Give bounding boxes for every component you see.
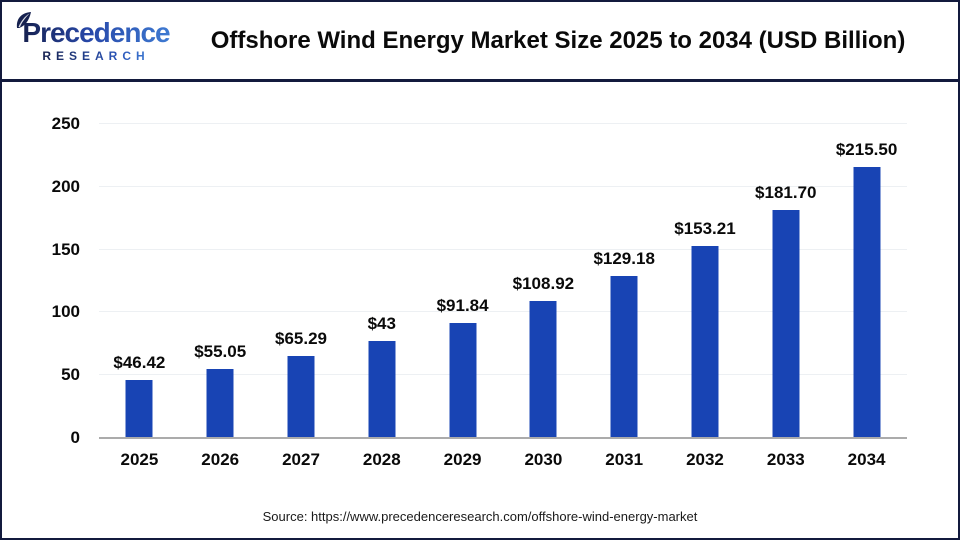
gridline [99, 374, 907, 376]
bar-2032 [691, 245, 719, 438]
bar-slot-2027: $65.29 [261, 124, 342, 438]
gridline [99, 311, 907, 313]
bar-slot-2031: $129.18 [584, 124, 665, 438]
bar-2031 [610, 275, 638, 438]
bar-value-label: $55.05 [194, 341, 247, 361]
bar-value-label: $46.42 [113, 352, 166, 372]
bar-slot-2025: $46.42 [99, 124, 180, 438]
x-tick-label-2033: 2033 [766, 450, 805, 469]
leaf-icon [16, 12, 32, 35]
chart-area: 0 50 100 150 200 250 $46.42 $55.05 $65.29 $43 $91… [2, 82, 958, 535]
x-axis: 2025 2026 2027 2028 2029 2030 2031 2032 2033 2034 [99, 450, 907, 470]
x-tick-label-2028: 2028 [362, 450, 401, 469]
bar-2033 [772, 209, 800, 438]
bar-value-label: $43 [367, 313, 396, 333]
gridline [99, 248, 907, 250]
bar-slot-2032: $153.21 [665, 124, 746, 438]
bar-value-label: $108.92 [512, 274, 575, 294]
x-tick-label-2031: 2031 [605, 450, 644, 469]
bar-value-label: $215.50 [835, 140, 898, 160]
plot-area: $46.42 $55.05 $65.29 $43 $91.84 $108.92 $129.1… [99, 123, 907, 439]
y-axis: 0 50 100 150 200 250 [2, 114, 80, 447]
x-axis-baseline [99, 437, 907, 439]
bar-slot-2033: $181.70 [745, 124, 826, 438]
gridline [99, 185, 907, 187]
precedence-research-logo: Precedence RESEARCH [16, 12, 172, 63]
bar-slot-2034: $215.50 [826, 124, 907, 438]
y-tick-label: 0 [70, 428, 80, 447]
y-tick-label: 150 [51, 239, 80, 259]
page-title: Offshore Wind Energy Market Size 2025 to… [210, 26, 906, 54]
x-tick-label-2034: 2034 [847, 450, 886, 469]
bars: $46.42 $55.05 $65.29 $43 $91.84 $108.92 $129.1… [99, 124, 907, 438]
x-tick-label-2029: 2029 [443, 450, 482, 469]
logo-subtitle: RESEARCH [42, 49, 150, 63]
bar-2029 [449, 322, 477, 438]
bar-2028 [368, 340, 396, 438]
bar-2027 [287, 356, 315, 438]
y-tick-label: 100 [51, 302, 80, 322]
header: Precedence RESEARCH Offshore Wind Energy… [2, 2, 958, 82]
source-row: Source: https://www.precedenceresearch.c… [2, 508, 958, 526]
y-tick-label: 250 [51, 114, 80, 133]
x-tick-label-2030: 2030 [524, 450, 563, 469]
y-tick-label: 50 [61, 365, 80, 385]
x-tick-label-2025: 2025 [120, 450, 159, 469]
logo-wordmark: Precedence [22, 17, 170, 48]
bar-slot-2026: $55.05 [180, 124, 261, 438]
bar-2025 [125, 379, 153, 438]
bar-2026 [206, 368, 234, 438]
y-tick-label: 200 [51, 176, 80, 196]
x-tick-label-2027: 2027 [282, 450, 320, 469]
bar-slot-2028: $43 [341, 124, 422, 438]
bar-value-label: $65.29 [274, 329, 327, 348]
bar-value-label: $91.84 [436, 295, 489, 315]
bar-slot-2030: $108.92 [503, 124, 584, 438]
source-text: Source: https://www.precedenceresearch.c… [262, 509, 698, 524]
bar-value-label: $153.21 [674, 218, 736, 238]
bar-2030 [529, 301, 557, 438]
bar-slot-2029: $91.84 [422, 124, 503, 438]
gridline [99, 123, 907, 124]
bar-2034 [853, 167, 881, 438]
x-tick-label-2032: 2032 [686, 450, 724, 469]
bar-value-label: $181.70 [755, 182, 817, 202]
x-tick-label-2026: 2026 [201, 450, 240, 469]
bar-value-label: $129.18 [593, 248, 655, 268]
